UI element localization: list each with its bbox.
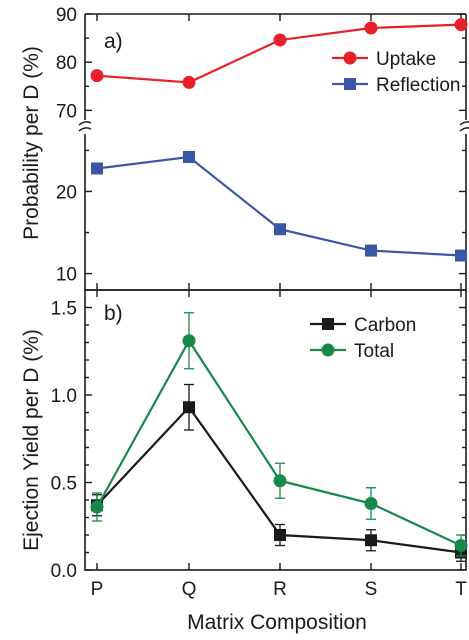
- x-tick-label-P: P: [91, 579, 104, 600]
- x-tick-label-S: S: [365, 579, 378, 600]
- y-tick-a-80-label: 80: [56, 53, 77, 74]
- axis-break-marks: [78, 121, 469, 132]
- x-tick-label-Q: Q: [182, 579, 197, 600]
- a-point-uptake-Q: [182, 75, 196, 89]
- b-point-total-T: [454, 539, 468, 552]
- y-tick-b-1.0-label: 1.0: [51, 386, 77, 407]
- y-tick-b-1.5-label: 1.5: [51, 299, 77, 320]
- panel-label-a: a): [104, 30, 123, 53]
- a-legend-marker-uptake: [343, 51, 357, 65]
- a-point-uptake-S: [364, 21, 378, 35]
- b-legend-marker-carbon: [322, 318, 334, 330]
- x-tick-label-T: T: [455, 579, 467, 600]
- a-legend-marker-reflection: [344, 78, 356, 90]
- y-tick-a-20-label: 20: [56, 182, 77, 203]
- a-legend-label-uptake: Uptake: [376, 49, 436, 70]
- b-legend-marker-total: [321, 343, 335, 357]
- panel-label-b: b): [104, 302, 123, 325]
- y-axis-title-b: Ejection Yield per D (%): [20, 329, 43, 551]
- b-point-carbon-Q: [183, 401, 195, 414]
- a-point-reflection-S: [365, 244, 377, 257]
- ticks-layer: 70 80 90 10 20 0.0 0.5 1.0 1.5 P Q R S T: [51, 5, 468, 600]
- a-series-uptake: [90, 18, 468, 89]
- y-tick-a-90-label: 90: [56, 5, 77, 26]
- a-point-reflection-R: [274, 223, 286, 236]
- x-tick-label-R: R: [273, 579, 287, 600]
- x-axis-title: Matrix Composition: [187, 611, 367, 634]
- b-series-carbon: [91, 383, 467, 562]
- a-point-uptake-R: [273, 33, 287, 47]
- b-series-total: [90, 312, 468, 557]
- y-axis-title-a: Probability per D (%): [20, 46, 43, 240]
- y-tick-a-10-label: 10: [56, 265, 77, 286]
- a-point-uptake-P: [90, 69, 104, 83]
- legend-layer: Uptake Reflection Carbon Total: [310, 49, 461, 362]
- a-point-reflection-T: [455, 249, 467, 262]
- a-point-reflection-P: [91, 162, 103, 175]
- b-line-total: [96, 338, 462, 547]
- b-legend-label-carbon: Carbon: [354, 315, 416, 336]
- y-tick-a-70-label: 70: [56, 101, 77, 122]
- a-line-reflection: [96, 155, 462, 257]
- b-point-total-P: [90, 500, 104, 514]
- b-point-total-Q: [182, 334, 196, 348]
- y-tick-b-0.5-label: 0.5: [51, 474, 77, 495]
- series-layer: [90, 18, 468, 562]
- a-legend-label-reflection: Reflection: [376, 75, 461, 96]
- b-point-carbon-S: [365, 534, 377, 547]
- b-point-total-S: [364, 497, 378, 510]
- b-point-total-R: [273, 474, 287, 488]
- b-legend-label-total: Total: [354, 341, 394, 362]
- a-series-reflection: [91, 150, 467, 262]
- y-tick-b-0.0-label: 0.0: [51, 561, 77, 582]
- a-point-uptake-T: [454, 18, 468, 32]
- b-point-carbon-R: [274, 529, 286, 541]
- a-point-reflection-Q: [183, 150, 195, 163]
